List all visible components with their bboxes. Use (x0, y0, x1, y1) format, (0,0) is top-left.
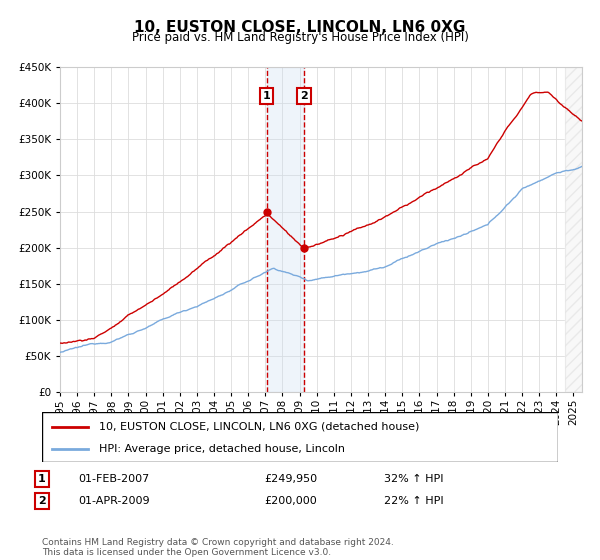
Text: 22% ↑ HPI: 22% ↑ HPI (384, 496, 443, 506)
Text: 10, EUSTON CLOSE, LINCOLN, LN6 0XG (detached house): 10, EUSTON CLOSE, LINCOLN, LN6 0XG (deta… (99, 422, 419, 432)
Text: £200,000: £200,000 (264, 496, 317, 506)
Text: 1: 1 (263, 91, 271, 101)
Text: Contains HM Land Registry data © Crown copyright and database right 2024.
This d: Contains HM Land Registry data © Crown c… (42, 538, 394, 557)
Bar (565, 67, 582, 392)
Text: 2: 2 (300, 91, 308, 101)
Bar (267, 67, 304, 392)
Text: HPI: Average price, detached house, Lincoln: HPI: Average price, detached house, Linc… (99, 445, 345, 454)
Text: 2: 2 (38, 496, 46, 506)
Text: 01-APR-2009: 01-APR-2009 (78, 496, 149, 506)
Text: Price paid vs. HM Land Registry's House Price Index (HPI): Price paid vs. HM Land Registry's House … (131, 31, 469, 44)
Text: 1: 1 (38, 474, 46, 484)
Text: 10, EUSTON CLOSE, LINCOLN, LN6 0XG: 10, EUSTON CLOSE, LINCOLN, LN6 0XG (134, 20, 466, 35)
Bar (565, 67, 582, 392)
Text: £249,950: £249,950 (264, 474, 317, 484)
Bar (565, 67, 582, 392)
Text: 01-FEB-2007: 01-FEB-2007 (78, 474, 149, 484)
Text: 32% ↑ HPI: 32% ↑ HPI (384, 474, 443, 484)
